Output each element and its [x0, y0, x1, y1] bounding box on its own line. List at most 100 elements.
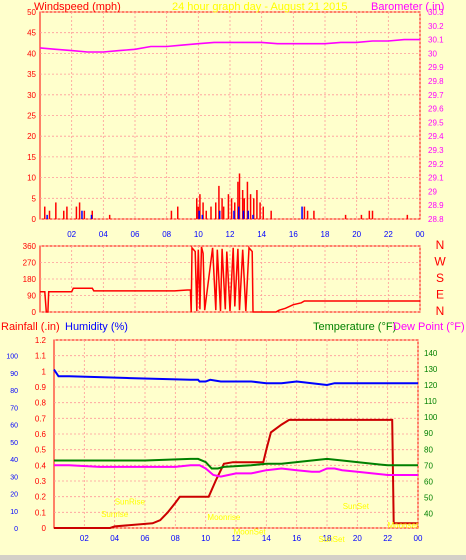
rain-tick-label: 0.4	[35, 461, 47, 470]
barometer-line	[39, 38, 420, 53]
wind-tick-label: 30	[27, 91, 36, 100]
rain-tick-label: 0.1	[35, 508, 47, 517]
wind-tick-label: 45	[27, 29, 36, 38]
wind-x-tick-label: 18	[321, 230, 330, 239]
wind-x-tick-label: 06	[131, 230, 140, 239]
barometer-tick-label: 30.3	[428, 8, 444, 17]
env-x-tick-label: 20	[353, 534, 362, 543]
compass-label: E	[436, 288, 444, 302]
env-x-tick-label: 14	[262, 534, 271, 543]
sun-moon-label: Moonrise	[207, 513, 240, 522]
wind-x-tick-label: 02	[67, 230, 76, 239]
sun-moon-label: Moonset	[387, 521, 418, 530]
wind-x-tick-label: 00	[416, 230, 425, 239]
env-x-tick-label: 18	[323, 534, 332, 543]
sun-moon-label: Sunrise	[101, 510, 129, 519]
barometer-tick-label: 29.8	[428, 77, 444, 86]
wind-axis-title: Windspeed (mph)	[34, 1, 121, 13]
humidity-tick-label: 20	[10, 492, 18, 499]
compass-label: S	[436, 271, 444, 285]
rain-tick-label: 1	[42, 367, 47, 376]
barometer-tick-label: 29.6	[428, 105, 444, 114]
barometer-tick-label: 30.1	[428, 36, 444, 45]
humidity-line	[53, 368, 418, 387]
wind-x-tick-label: 08	[162, 230, 171, 239]
barometer-tick-label: 28.9	[428, 201, 444, 210]
rain-tick-label: 1.1	[35, 352, 47, 361]
temperature-tick-label: 130	[424, 365, 438, 374]
rain-tick-label: 0.8	[35, 399, 47, 408]
barometer-tick-label: 29.5	[428, 118, 444, 127]
wind-x-tick-label: 04	[99, 230, 108, 239]
env-x-tick-label: 00	[414, 534, 423, 543]
barometer-tick-label: 29	[428, 187, 437, 196]
rainfall-line	[54, 418, 418, 529]
barometer-tick-label: 29.9	[428, 63, 444, 72]
rain-tick-label: 0.9	[35, 383, 47, 392]
barometer-tick-label: 29.1	[428, 174, 444, 183]
compass-label: W	[434, 255, 446, 269]
humidity-tick-label: 30	[10, 474, 18, 481]
sun-moon-label: SunRise	[115, 498, 146, 507]
compass-label: N	[436, 304, 445, 318]
barometer-tick-label: 28.8	[428, 215, 444, 224]
wind-x-tick-label: 10	[194, 230, 203, 239]
temperature-tick-label: 110	[424, 397, 437, 406]
direction-tick-label: 270	[23, 259, 37, 268]
barometer-axis-title: Barometer (.in)	[371, 1, 444, 13]
wind-x-tick-label: 12	[226, 230, 235, 239]
humidity-tick-label: 50	[10, 440, 18, 447]
wind-x-tick-label: 14	[257, 230, 266, 239]
humidity-tick-label: 70	[10, 405, 18, 412]
wind-tick-label: 20	[27, 132, 36, 141]
sun-moon-label: SunSet	[318, 535, 345, 544]
compass-label: N	[436, 238, 445, 252]
dewpoint-line	[54, 464, 418, 478]
rain-tick-label: 1.2	[35, 336, 47, 345]
wind-tick-label: 50	[27, 8, 36, 17]
temperature-tick-label: 100	[424, 413, 438, 422]
dewpoint-axis-title: Dew Point (°F)	[393, 321, 465, 333]
wind-tick-label: 5	[32, 194, 37, 203]
wind-x-tick-label: 20	[352, 230, 361, 239]
direction-tick-label: 360	[23, 242, 37, 251]
barometer-tick-label: 29.4	[428, 132, 444, 141]
humidity-axis-title: Humidity (%)	[65, 321, 128, 333]
barometer-tick-label: 29.3	[428, 146, 444, 155]
direction-tick-label: 90	[27, 292, 36, 301]
env-x-tick-label: 02	[80, 534, 89, 543]
rain-tick-label: 0.6	[35, 430, 47, 439]
rain-tick-label: 0.5	[35, 446, 47, 455]
rainfall-axis-title: Rainfall (.in)	[1, 321, 60, 333]
wind-tick-label: 10	[27, 174, 36, 183]
rain-tick-label: 0	[42, 524, 47, 533]
sun-moon-label: MoonSet	[234, 527, 267, 536]
humidity-tick-label: 0	[14, 526, 18, 533]
barometer-tick-label: 30	[428, 49, 437, 58]
env-x-tick-label: 10	[201, 534, 210, 543]
env-x-tick-label: 22	[383, 534, 392, 543]
env-x-tick-label: 16	[292, 534, 301, 543]
humidity-tick-label: 100	[6, 354, 18, 361]
temperature-tick-label: 80	[424, 445, 433, 454]
direction-tick-label: 0	[32, 308, 37, 317]
wind-tick-label: 15	[27, 153, 36, 162]
humidity-tick-label: 90	[10, 371, 18, 378]
env-x-tick-label: 12	[232, 534, 241, 543]
wind-x-tick-label: 22	[384, 230, 393, 239]
temperature-tick-label: 50	[424, 493, 433, 502]
sun-moon-label: SunSet	[343, 502, 370, 511]
temperature-tick-label: 60	[424, 477, 433, 486]
env-x-tick-label: 06	[141, 534, 150, 543]
temperature-tick-label: 120	[424, 381, 438, 390]
barometer-tick-label: 29.7	[428, 91, 444, 100]
humidity-tick-label: 60	[10, 423, 18, 430]
env-x-tick-label: 04	[110, 534, 119, 543]
temperature-axis-title: Temperature (°F)	[313, 321, 396, 333]
temperature-tick-label: 90	[424, 429, 433, 438]
wind-tick-label: 40	[27, 49, 36, 58]
direction-tick-label: 180	[23, 275, 37, 284]
barometer-tick-label: 29.2	[428, 160, 444, 169]
